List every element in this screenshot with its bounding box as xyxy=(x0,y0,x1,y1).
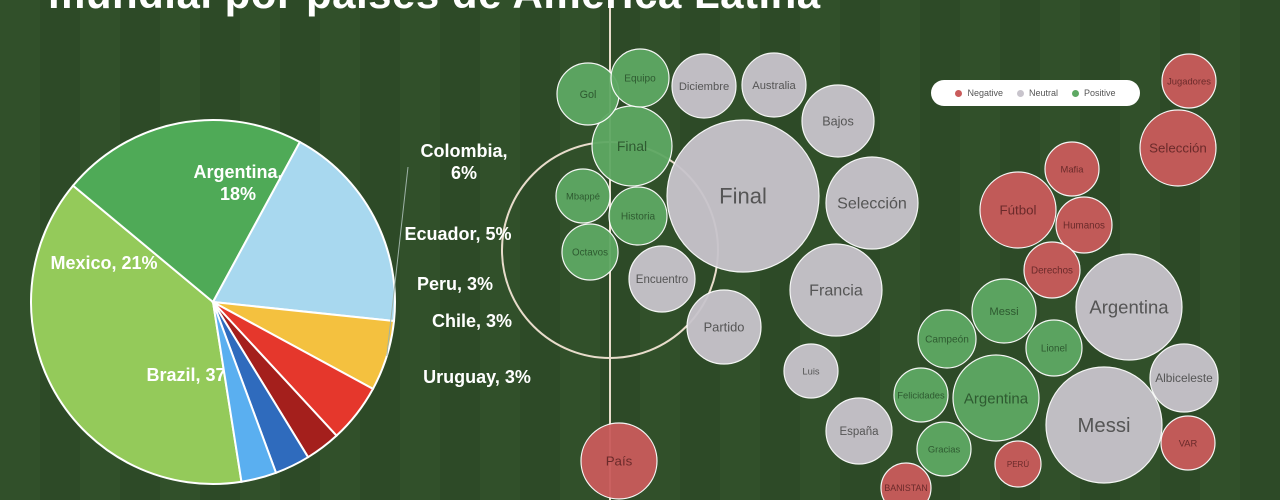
pie-label-2: Argentina, 18% xyxy=(193,162,282,204)
bubble-28 xyxy=(917,309,977,369)
bubble-32 xyxy=(1160,415,1216,471)
bubble-label-10: Final xyxy=(617,138,647,154)
bubble-label-30: Argentina xyxy=(964,390,1029,407)
bubble-29 xyxy=(893,367,949,423)
bubble-label-20: Fútbol xyxy=(1000,203,1037,218)
bubble-label-34: BANISTAN xyxy=(884,483,927,493)
bubble-label-33: PERÚ xyxy=(1007,460,1029,469)
bubble-label-22: Derechos xyxy=(1031,265,1073,276)
bubble-label-6: Australia xyxy=(752,80,796,92)
bubble-17 xyxy=(1161,53,1217,109)
bubble-24 xyxy=(1045,366,1163,484)
bubble-25 xyxy=(1149,343,1219,413)
bubble-20 xyxy=(979,171,1057,249)
bubble-4 xyxy=(628,245,696,313)
legend-label-neutral: Neutral xyxy=(1029,88,1059,98)
legend-item-neutral: Neutral xyxy=(1017,88,1058,98)
bubble-label-17: Jugadores xyxy=(1167,75,1211,86)
bubble-label-29: Felicidades xyxy=(897,389,945,400)
pie-label-7: Uruguay, 3% xyxy=(423,367,531,387)
bubble-label-13: Mbappé xyxy=(566,190,600,201)
bubble-label-32: VAR xyxy=(1179,437,1198,448)
bubble-label-26: Messi xyxy=(989,306,1018,318)
bubble-label-19: Mafia xyxy=(1061,163,1085,174)
bubble-label-8: Luis xyxy=(802,365,820,376)
bubble-8 xyxy=(783,343,839,399)
bubble-22 xyxy=(1023,241,1081,299)
bubble-label-2: Francia xyxy=(809,282,863,300)
bubble-27 xyxy=(1025,319,1083,377)
legend-label-negative: Negative xyxy=(967,88,1003,98)
bubble-9 xyxy=(825,397,893,465)
bubble-7 xyxy=(671,53,737,119)
bubble-label-24: Messi xyxy=(1078,415,1131,437)
bubble-31 xyxy=(916,421,972,477)
bubble-label-14: Historia xyxy=(621,212,656,223)
bubble-2 xyxy=(789,243,883,337)
bubble-label-18: Selección xyxy=(1149,141,1207,156)
bubble-label-28: Campeón xyxy=(925,335,969,346)
bubble-label-21: Humanos xyxy=(1063,220,1105,231)
bubble-label-15: Octavos xyxy=(572,247,608,258)
bubble-15 xyxy=(561,223,619,281)
bubble-23 xyxy=(1075,253,1183,361)
bubble-label-12: Equipo xyxy=(624,74,656,85)
pie-slice-1 xyxy=(71,119,302,304)
bubble-label-7: Diciembre xyxy=(679,81,729,93)
legend-marker-neutral xyxy=(1017,89,1024,97)
legend-label-positive: Positive xyxy=(1084,88,1116,98)
legend-item-positive: Positive xyxy=(1072,88,1116,98)
bubble-label-25: Albiceleste xyxy=(1155,371,1213,385)
bubble-19 xyxy=(1044,141,1100,197)
bubble-label-31: Gracias xyxy=(928,443,961,454)
bubble-33 xyxy=(994,440,1042,488)
bubble-16 xyxy=(580,422,658,500)
bubble-label-9: España xyxy=(839,426,879,438)
legend-marker-positive xyxy=(1072,89,1080,97)
pie-label-5: Peru, 3% xyxy=(417,274,493,294)
bubble-label-11: Gol xyxy=(580,89,597,101)
pie-slice-2 xyxy=(211,140,396,323)
pie-leader-line xyxy=(386,166,409,357)
pie-slice-7 xyxy=(212,301,278,483)
bubble-34 xyxy=(880,462,932,500)
pie-label-0: Brazil, 37% xyxy=(146,365,241,385)
pie-label-4: Ecuador, 5% xyxy=(404,224,511,244)
pie-label-6: Chile, 3% xyxy=(432,311,512,331)
bubble-6 xyxy=(741,52,807,118)
bubble-12 xyxy=(610,48,670,108)
legend-item-negative: Negative xyxy=(955,88,1003,98)
bubble-5 xyxy=(801,84,875,158)
bubble-label-3: Partido xyxy=(704,320,745,335)
bubble-label-1: Selección xyxy=(837,195,907,213)
bubble-30 xyxy=(952,354,1040,442)
bubble-label-4: Encuentro xyxy=(636,274,688,286)
bubble-14 xyxy=(608,186,668,246)
bubble-label-27: Lionel xyxy=(1041,343,1067,354)
bubble-26 xyxy=(971,278,1037,344)
pie-label-3: Colombia, 6% xyxy=(420,141,507,183)
bubble-13 xyxy=(555,168,611,224)
legend-marker-negative xyxy=(955,89,963,97)
bubble-18 xyxy=(1139,109,1217,187)
bubble-label-23: Argentina xyxy=(1089,296,1169,317)
bubble-legend: Negative Neutral Positive xyxy=(931,80,1140,106)
pie-label-1: Mexico, 21% xyxy=(50,253,157,273)
pie-slice-0 xyxy=(30,184,243,485)
bubble-1 xyxy=(825,156,919,250)
bubble-label-5: Bajos xyxy=(822,114,854,128)
bubble-0 xyxy=(666,119,820,273)
bubble-label-16: País xyxy=(606,454,633,469)
bubble-3 xyxy=(686,289,762,365)
bubble-label-0: Final xyxy=(719,184,767,209)
bubble-21 xyxy=(1055,196,1113,254)
page-title: mundial por países de América Latina xyxy=(48,0,821,18)
